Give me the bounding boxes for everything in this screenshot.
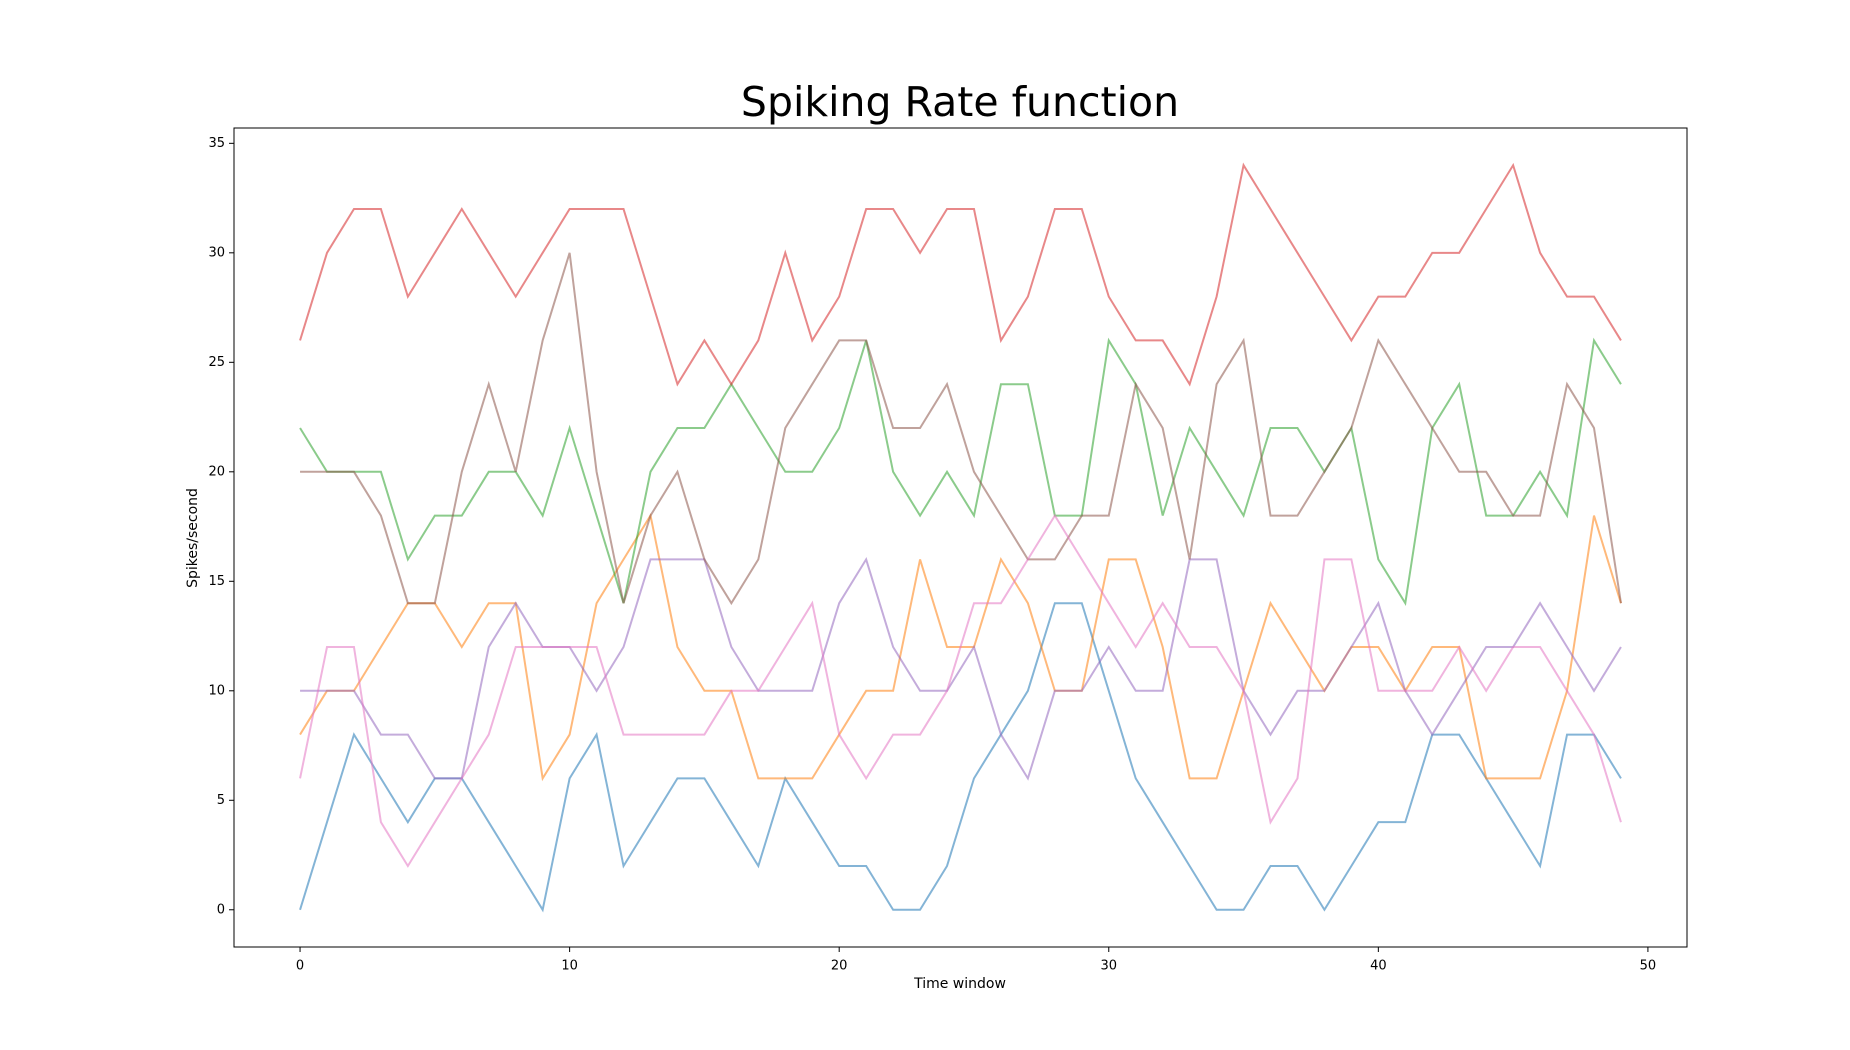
y-tick-label: 35 xyxy=(208,136,225,151)
x-tick-label: 10 xyxy=(561,959,578,974)
y-tick-label: 10 xyxy=(208,683,225,698)
series-line xyxy=(299,337,1622,607)
axes-frame xyxy=(233,127,1688,948)
series-line xyxy=(299,602,1622,913)
x-tick-label: 30 xyxy=(1100,959,1117,974)
plot-area xyxy=(299,162,1622,913)
x-axis-label: Time window xyxy=(913,976,1006,992)
y-tick-label: 30 xyxy=(208,245,225,260)
x-tick-label: 50 xyxy=(1640,959,1657,974)
y-tick-label: 0 xyxy=(217,902,225,917)
y-tick-label: 25 xyxy=(208,355,225,370)
y-axis-label: Spikes/second xyxy=(185,488,201,588)
series-line xyxy=(299,513,1622,868)
chart-title: Spiking Rate function xyxy=(741,78,1179,126)
y-tick-label: 5 xyxy=(217,793,225,808)
y-tick-label: 20 xyxy=(208,464,225,479)
series-line xyxy=(300,252,1622,606)
x-tick-label: 40 xyxy=(1370,959,1387,974)
y-tick-label: 15 xyxy=(208,574,225,589)
x-tick-label: 20 xyxy=(831,959,848,974)
series-line xyxy=(300,556,1622,781)
x-tick-label: 0 xyxy=(296,959,304,974)
series-line xyxy=(299,162,1622,387)
